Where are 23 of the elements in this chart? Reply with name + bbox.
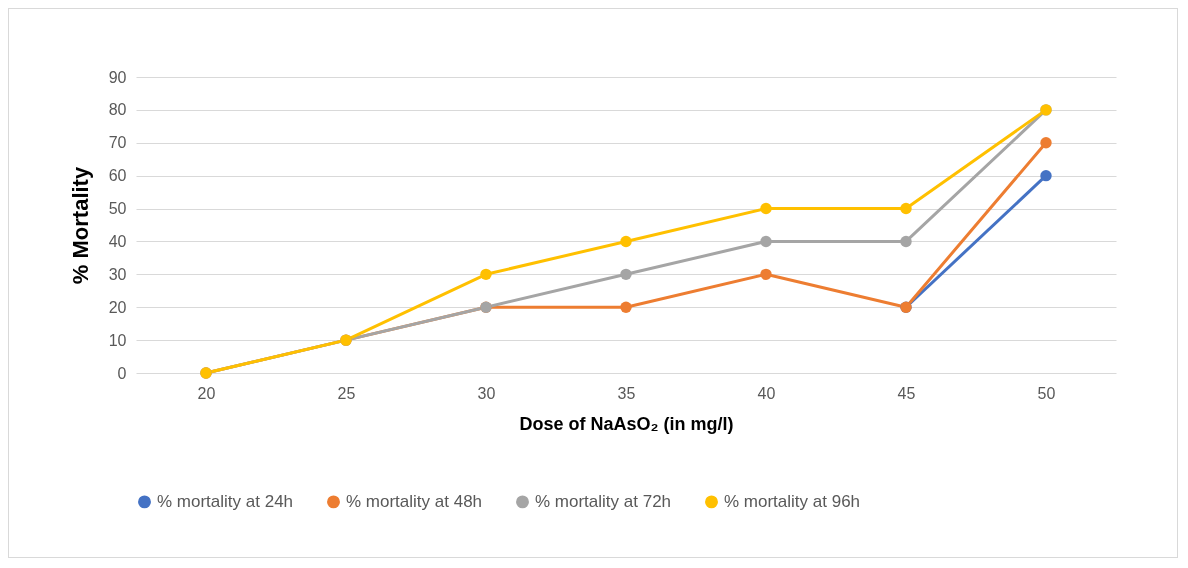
x-tick-label: 45 xyxy=(897,384,916,402)
legend-label: % mortality at 48h xyxy=(346,491,483,511)
y-tick-label: 40 xyxy=(108,232,127,250)
y-tick-label: 10 xyxy=(108,331,127,349)
y-tick-label: 20 xyxy=(108,298,127,316)
y-tick-label: 90 xyxy=(108,68,127,86)
x-tick-label: 35 xyxy=(617,384,636,402)
y-tick-label: 50 xyxy=(108,200,127,218)
legend-label: % mortality at 72h xyxy=(535,491,672,511)
x-axis-title: Dose of NaAsO₂ (in mg/l) xyxy=(519,413,734,434)
y-tick-label: 0 xyxy=(117,364,127,382)
legend-label: % mortality at 24h xyxy=(157,491,294,511)
y-tick-label: 60 xyxy=(108,167,127,185)
x-tick-label: 30 xyxy=(477,384,496,402)
legend-label: % mortality at 96h xyxy=(724,491,861,511)
x-tick-label: 40 xyxy=(757,384,776,402)
x-tick-label: 50 xyxy=(1037,384,1056,402)
y-tick-label: 70 xyxy=(108,134,127,152)
x-tick-label: 20 xyxy=(197,384,216,402)
y-tick-label: 80 xyxy=(108,101,127,119)
x-tick-label: 25 xyxy=(337,384,356,402)
y-axis-title: % Mortality xyxy=(67,166,93,285)
y-tick-label: 30 xyxy=(108,265,127,283)
